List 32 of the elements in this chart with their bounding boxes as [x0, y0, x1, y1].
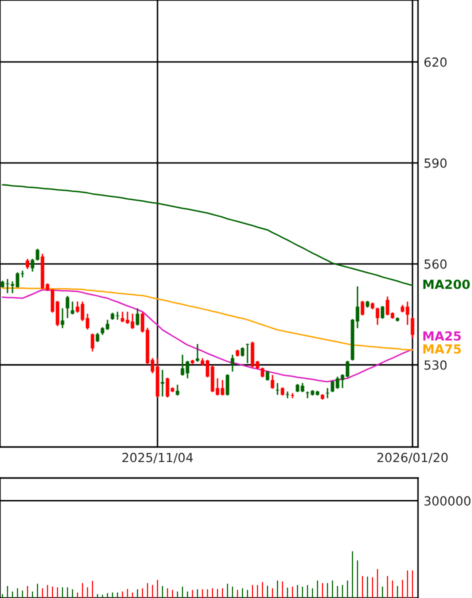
candlestick	[176, 384, 180, 396]
line-series	[2, 184, 414, 286]
y-tick-label: 590	[424, 158, 447, 168]
candlestick	[376, 306, 380, 326]
candlestick	[30, 258, 34, 272]
candlestick	[260, 366, 264, 378]
candlestick	[360, 300, 364, 316]
candlestick	[36, 248, 40, 262]
candlestick	[90, 332, 94, 352]
y-tick-label: 560	[424, 259, 447, 269]
candlestick	[196, 343, 200, 363]
candlestick	[380, 305, 384, 320]
x-tick-label: 2025/11/04	[122, 452, 193, 464]
series-label: MA25	[423, 331, 461, 341]
y-tick-label: 300000	[424, 496, 470, 506]
x-tick-label: 2026/01/20	[377, 452, 448, 464]
candlestick	[240, 346, 244, 358]
candlestick	[26, 258, 30, 270]
y-tick-label: 530	[424, 360, 447, 370]
candlestick	[266, 370, 270, 382]
line-series	[2, 287, 414, 351]
candlestick	[60, 308, 64, 329]
candlestick	[270, 374, 274, 390]
candlestick	[230, 354, 234, 372]
candlestick	[410, 316, 414, 339]
y-tick-label: 620	[424, 57, 447, 67]
series-label: MA75	[423, 344, 461, 354]
candlestick	[96, 332, 100, 343]
series-label: MA200	[423, 280, 470, 290]
candlestick	[66, 295, 70, 319]
candlestick	[136, 308, 140, 326]
candlestick	[226, 374, 230, 396]
